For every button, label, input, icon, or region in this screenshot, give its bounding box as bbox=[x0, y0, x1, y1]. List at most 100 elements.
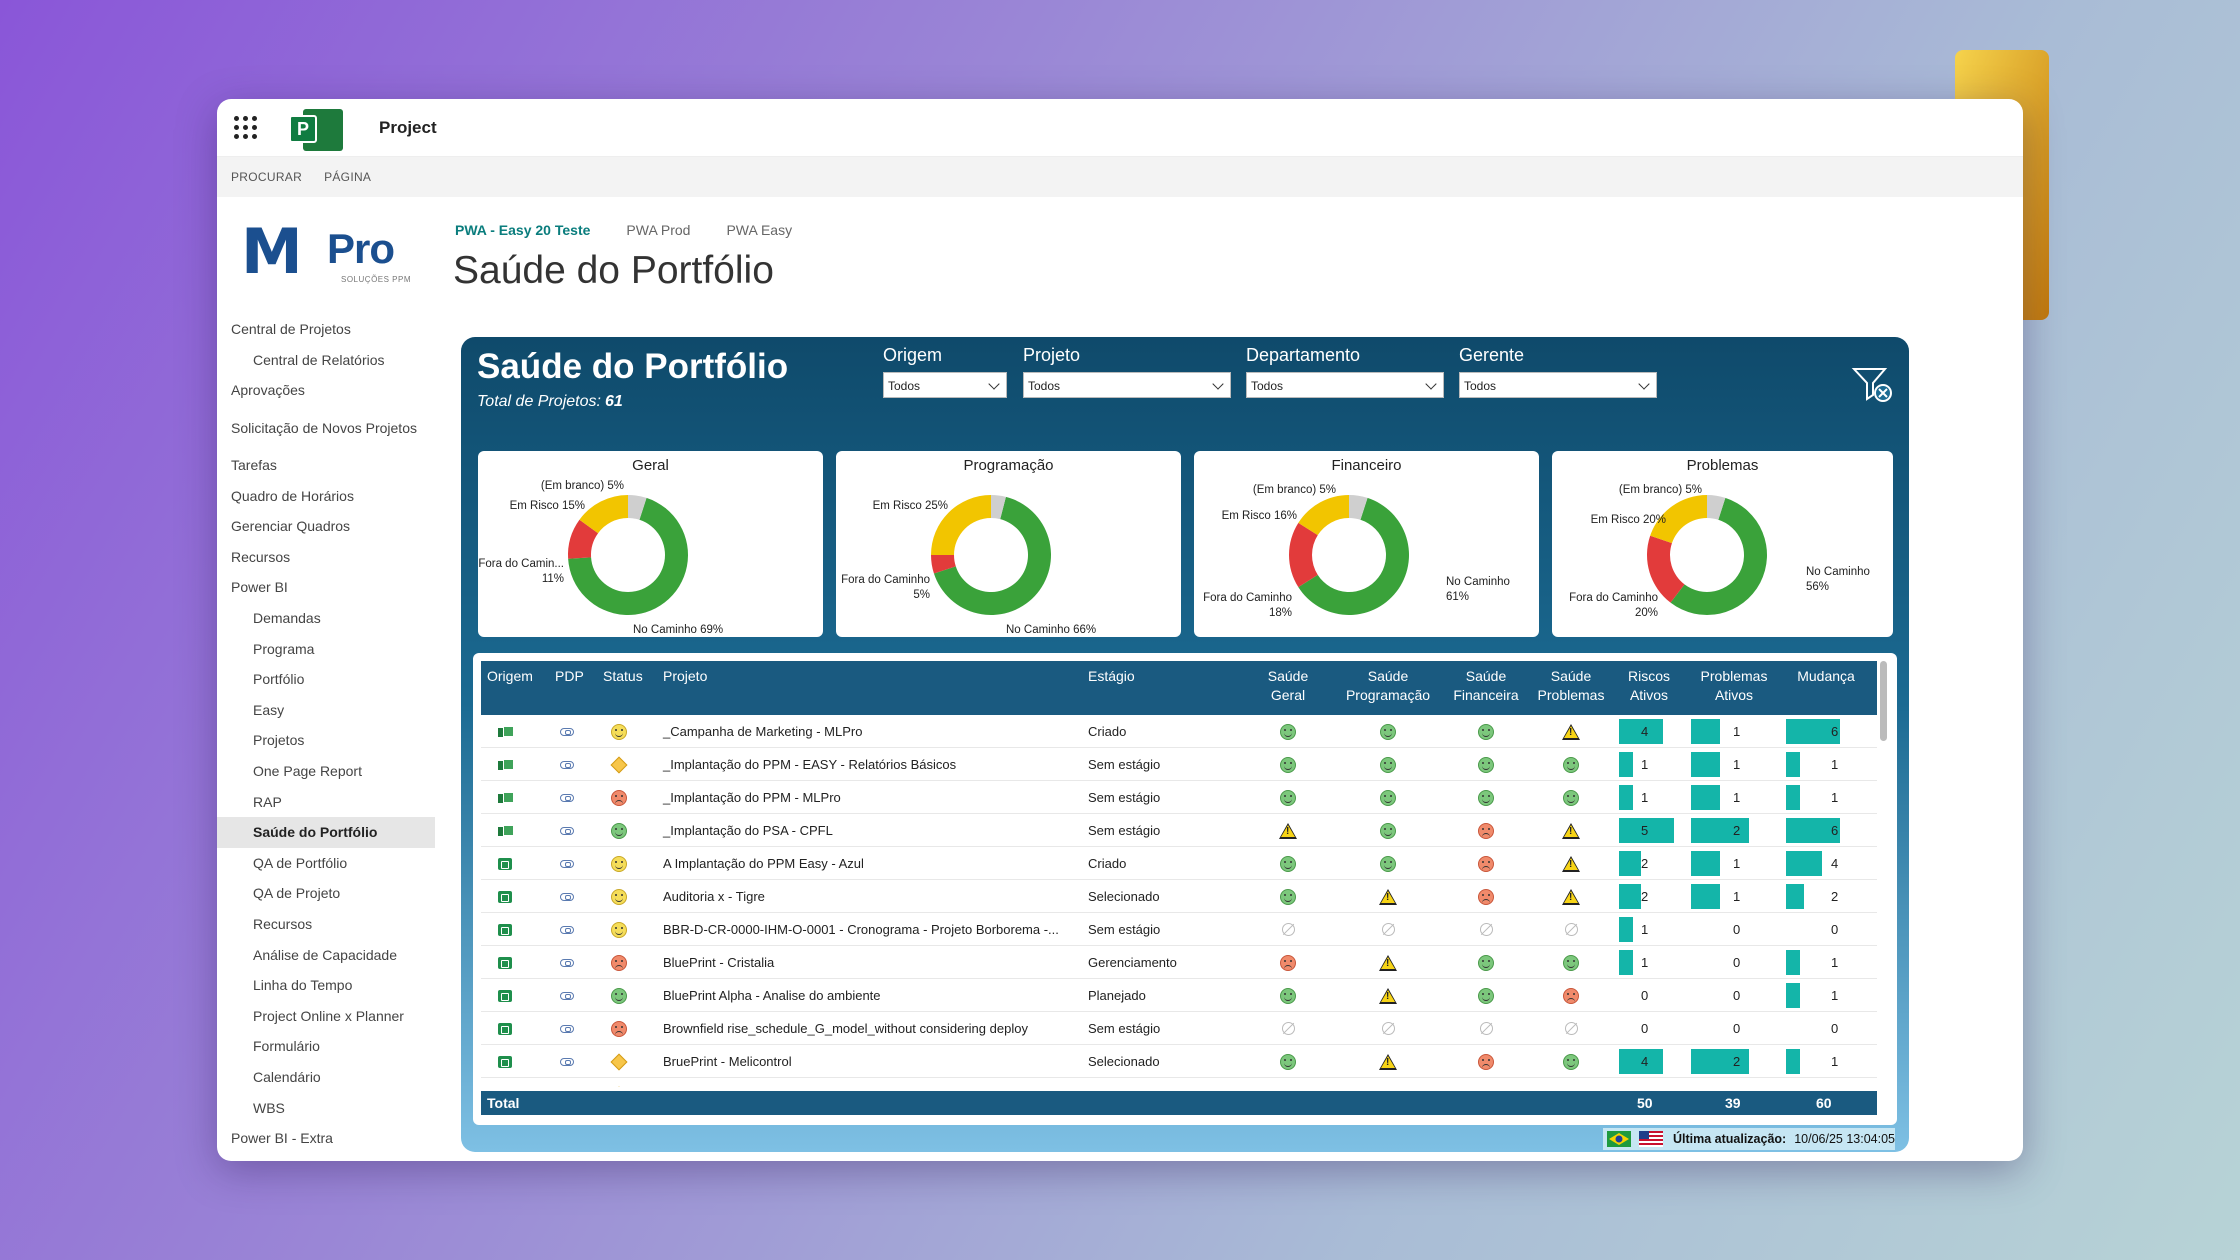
link-icon[interactable] bbox=[560, 1057, 574, 1066]
donut-slice[interactable] bbox=[1707, 495, 1726, 520]
project-name[interactable]: BluePrint Alpha - Analise do ambiente bbox=[663, 988, 881, 1003]
donut-slice[interactable] bbox=[579, 495, 628, 534]
brazil-flag-icon[interactable] bbox=[1606, 1131, 1631, 1147]
sidebar-item[interactable]: Saúde do Portfólio bbox=[217, 816, 435, 848]
sidebar-item[interactable]: Formulário bbox=[253, 1038, 320, 1055]
table-row[interactable]: BBR-D-CR-0000-IHM-O-0001 - Cronograma - … bbox=[481, 913, 1877, 946]
col-origem[interactable]: Origem bbox=[487, 668, 533, 684]
donut-slice[interactable] bbox=[991, 495, 1006, 520]
sidebar-item[interactable]: Quadro de Horários bbox=[231, 487, 354, 504]
donut-slice[interactable] bbox=[931, 495, 991, 555]
sidebar-item[interactable]: QA de Portfólio bbox=[253, 854, 348, 871]
project-name[interactable]: BluePrint - Cristalia bbox=[663, 955, 775, 970]
table-row[interactable]: A Implantação do PPM Easy - Azul Criado 2 1… bbox=[481, 847, 1877, 880]
clear-filters-icon[interactable] bbox=[1851, 365, 1895, 405]
breadcrumb-item[interactable]: PWA Prod bbox=[626, 222, 691, 238]
col-status[interactable]: Status bbox=[603, 668, 643, 684]
col-saude-programacao[interactable]: Saúde Programação bbox=[1345, 668, 1431, 703]
table-row[interactable]: _Campanha de Marketing - MLPro Criado 4 1 6 bbox=[481, 715, 1877, 748]
sidebar-item[interactable]: Aprovações bbox=[231, 382, 305, 399]
sidebar-item[interactable]: Gerenciar Quadros bbox=[231, 518, 351, 535]
donut-chart-geral[interactable]: No Caminho 69% Fora do Camin... 11% Em Risc… bbox=[478, 451, 823, 637]
sidebar-item[interactable]: One Page Report bbox=[253, 763, 362, 780]
ribbon-tab-pagina[interactable]: PÁGINA bbox=[324, 170, 372, 184]
link-icon[interactable] bbox=[560, 958, 574, 967]
donut-slice[interactable] bbox=[1298, 495, 1349, 536]
sidebar-item[interactable]: Linha do Tempo bbox=[253, 977, 353, 994]
sidebar-item[interactable]: QA de Projeto bbox=[253, 885, 341, 902]
sidebar-item[interactable]: Recursos bbox=[231, 548, 291, 565]
filter-projeto-select[interactable]: Todos bbox=[1023, 372, 1231, 398]
donut-chart-problemas[interactable]: No Caminho 56% Fora do Caminho 20% Em Risco … bbox=[1552, 451, 1893, 637]
table-scrollbar[interactable] bbox=[1880, 661, 1887, 741]
link-icon[interactable] bbox=[560, 1024, 574, 1033]
link-icon[interactable] bbox=[560, 892, 574, 901]
project-name[interactable]: _Implantação do PPM - MLPro bbox=[663, 790, 841, 805]
col-estagio[interactable]: Estágio bbox=[1088, 668, 1135, 684]
donut-slice[interactable] bbox=[931, 555, 956, 574]
sidebar-item[interactable]: Central de Projetos bbox=[231, 321, 351, 338]
col-riscos-ativos[interactable]: Riscos Ativos bbox=[1627, 668, 1670, 703]
col-problemas-ativos[interactable]: Problemas Ativos bbox=[1700, 668, 1768, 703]
project-name[interactable]: _Campanha de Marketing - MLPro bbox=[663, 724, 863, 739]
donut-slice[interactable] bbox=[1349, 495, 1368, 520]
sidebar-item[interactable]: Easy bbox=[253, 701, 285, 718]
breadcrumb-item[interactable]: PWA - Easy 20 Teste bbox=[455, 222, 591, 238]
project-name[interactable]: A Implantação do PPM Easy - Azul bbox=[663, 856, 864, 871]
sidebar-item[interactable]: Project Online x Planner bbox=[253, 1007, 404, 1024]
sidebar-item[interactable]: WBS bbox=[253, 1099, 285, 1116]
col-mudanca[interactable]: Mudança bbox=[1797, 668, 1855, 684]
sidebar-item[interactable]: Power BI bbox=[231, 579, 288, 596]
filter-gerente-select[interactable]: Todos bbox=[1459, 372, 1657, 398]
ribbon-tab-procurar[interactable]: PROCURAR bbox=[231, 170, 303, 184]
table-row[interactable]: _Implantação do PSA - CPFL Sem estágio 5 2 6 bbox=[481, 814, 1877, 847]
donut-slice[interactable] bbox=[933, 496, 1051, 615]
sidebar-item[interactable]: Calendário bbox=[253, 1068, 321, 1085]
link-icon[interactable] bbox=[560, 793, 574, 802]
app-name[interactable]: Project bbox=[379, 117, 437, 137]
app-launcher-icon[interactable] bbox=[225, 108, 265, 148]
sidebar-item[interactable]: Central de Relatórios bbox=[253, 351, 385, 368]
table-row[interactable]: _Implantação do PPM - EASY - Relatórios … bbox=[481, 748, 1877, 781]
project-name[interactable]: Brownfield rise_schedule_G_model_without… bbox=[663, 1021, 1028, 1036]
project-name[interactable]: _Implantação do PSA - CPFL bbox=[663, 823, 833, 838]
project-name[interactable]: BruePrint - Melicontrol bbox=[663, 1054, 792, 1069]
sidebar-item[interactable]: Demandas bbox=[253, 610, 321, 627]
table-row[interactable]: _Implantação do PPM - MLPro Sem estágio 1 1… bbox=[481, 781, 1877, 814]
donut-slice[interactable] bbox=[1298, 497, 1409, 615]
sidebar-item[interactable]: RAP bbox=[253, 793, 282, 810]
breadcrumb-item[interactable]: PWA Easy bbox=[726, 222, 793, 238]
link-icon[interactable] bbox=[560, 991, 574, 1000]
donut-slice[interactable] bbox=[1289, 522, 1318, 588]
sidebar-item[interactable]: Recursos bbox=[253, 915, 313, 932]
donut-slice[interactable] bbox=[1647, 535, 1685, 603]
sidebar-item[interactable]: Programa bbox=[253, 640, 315, 657]
link-icon[interactable] bbox=[560, 859, 574, 868]
link-icon[interactable] bbox=[560, 826, 574, 835]
col-saude-financeira[interactable]: Saúde Financeira bbox=[1453, 668, 1519, 703]
col-saude-problemas[interactable]: Saúde Problemas bbox=[1537, 668, 1605, 703]
donut-slice[interactable] bbox=[568, 497, 688, 615]
sidebar-item[interactable]: Portfólio bbox=[253, 671, 305, 688]
sidebar-item[interactable]: Tarefas bbox=[231, 457, 277, 474]
table-row[interactable]: Auditoria x - Tigre Selecionado 2 1 2 bbox=[481, 880, 1877, 913]
donut-slice[interactable] bbox=[568, 519, 599, 559]
project-name[interactable]: _Implantação do PPM - EASY - Relatórios … bbox=[663, 757, 957, 772]
donut-slice[interactable] bbox=[1650, 495, 1707, 544]
sidebar-item[interactable]: Power BI - Extra bbox=[231, 1130, 333, 1147]
col-saude-geral[interactable]: Saúde Geral bbox=[1267, 668, 1309, 703]
usa-flag-icon[interactable] bbox=[1638, 1131, 1663, 1147]
table-row[interactable]: Carga Fabric Criado 0 0 0 bbox=[481, 1078, 1877, 1087]
filter-origem-select[interactable]: Todos bbox=[883, 372, 1007, 398]
donut-chart-programacao[interactable]: No Caminho 66% Fora do Caminho 5% Em Risco … bbox=[836, 451, 1181, 637]
project-name[interactable]: Carga Fabric bbox=[663, 1078, 1078, 1087]
donut-slice[interactable] bbox=[1670, 497, 1767, 615]
table-row[interactable]: Brownfield rise_schedule_G_model_without… bbox=[481, 1012, 1877, 1045]
table-row[interactable]: BruePrint - Melicontrol Selecionado 4 2 1 bbox=[481, 1045, 1877, 1078]
sidebar-item[interactable]: Análise de Capacidade bbox=[253, 946, 397, 963]
table-row[interactable]: BluePrint Alpha - Analise do ambiente Pla… bbox=[481, 979, 1877, 1012]
table-row[interactable]: BluePrint - Cristalia Gerenciamento 1 0 1 bbox=[481, 946, 1877, 979]
link-icon[interactable] bbox=[560, 727, 574, 736]
donut-slice[interactable] bbox=[628, 495, 647, 520]
filter-departamento-select[interactable]: Todos bbox=[1246, 372, 1444, 398]
